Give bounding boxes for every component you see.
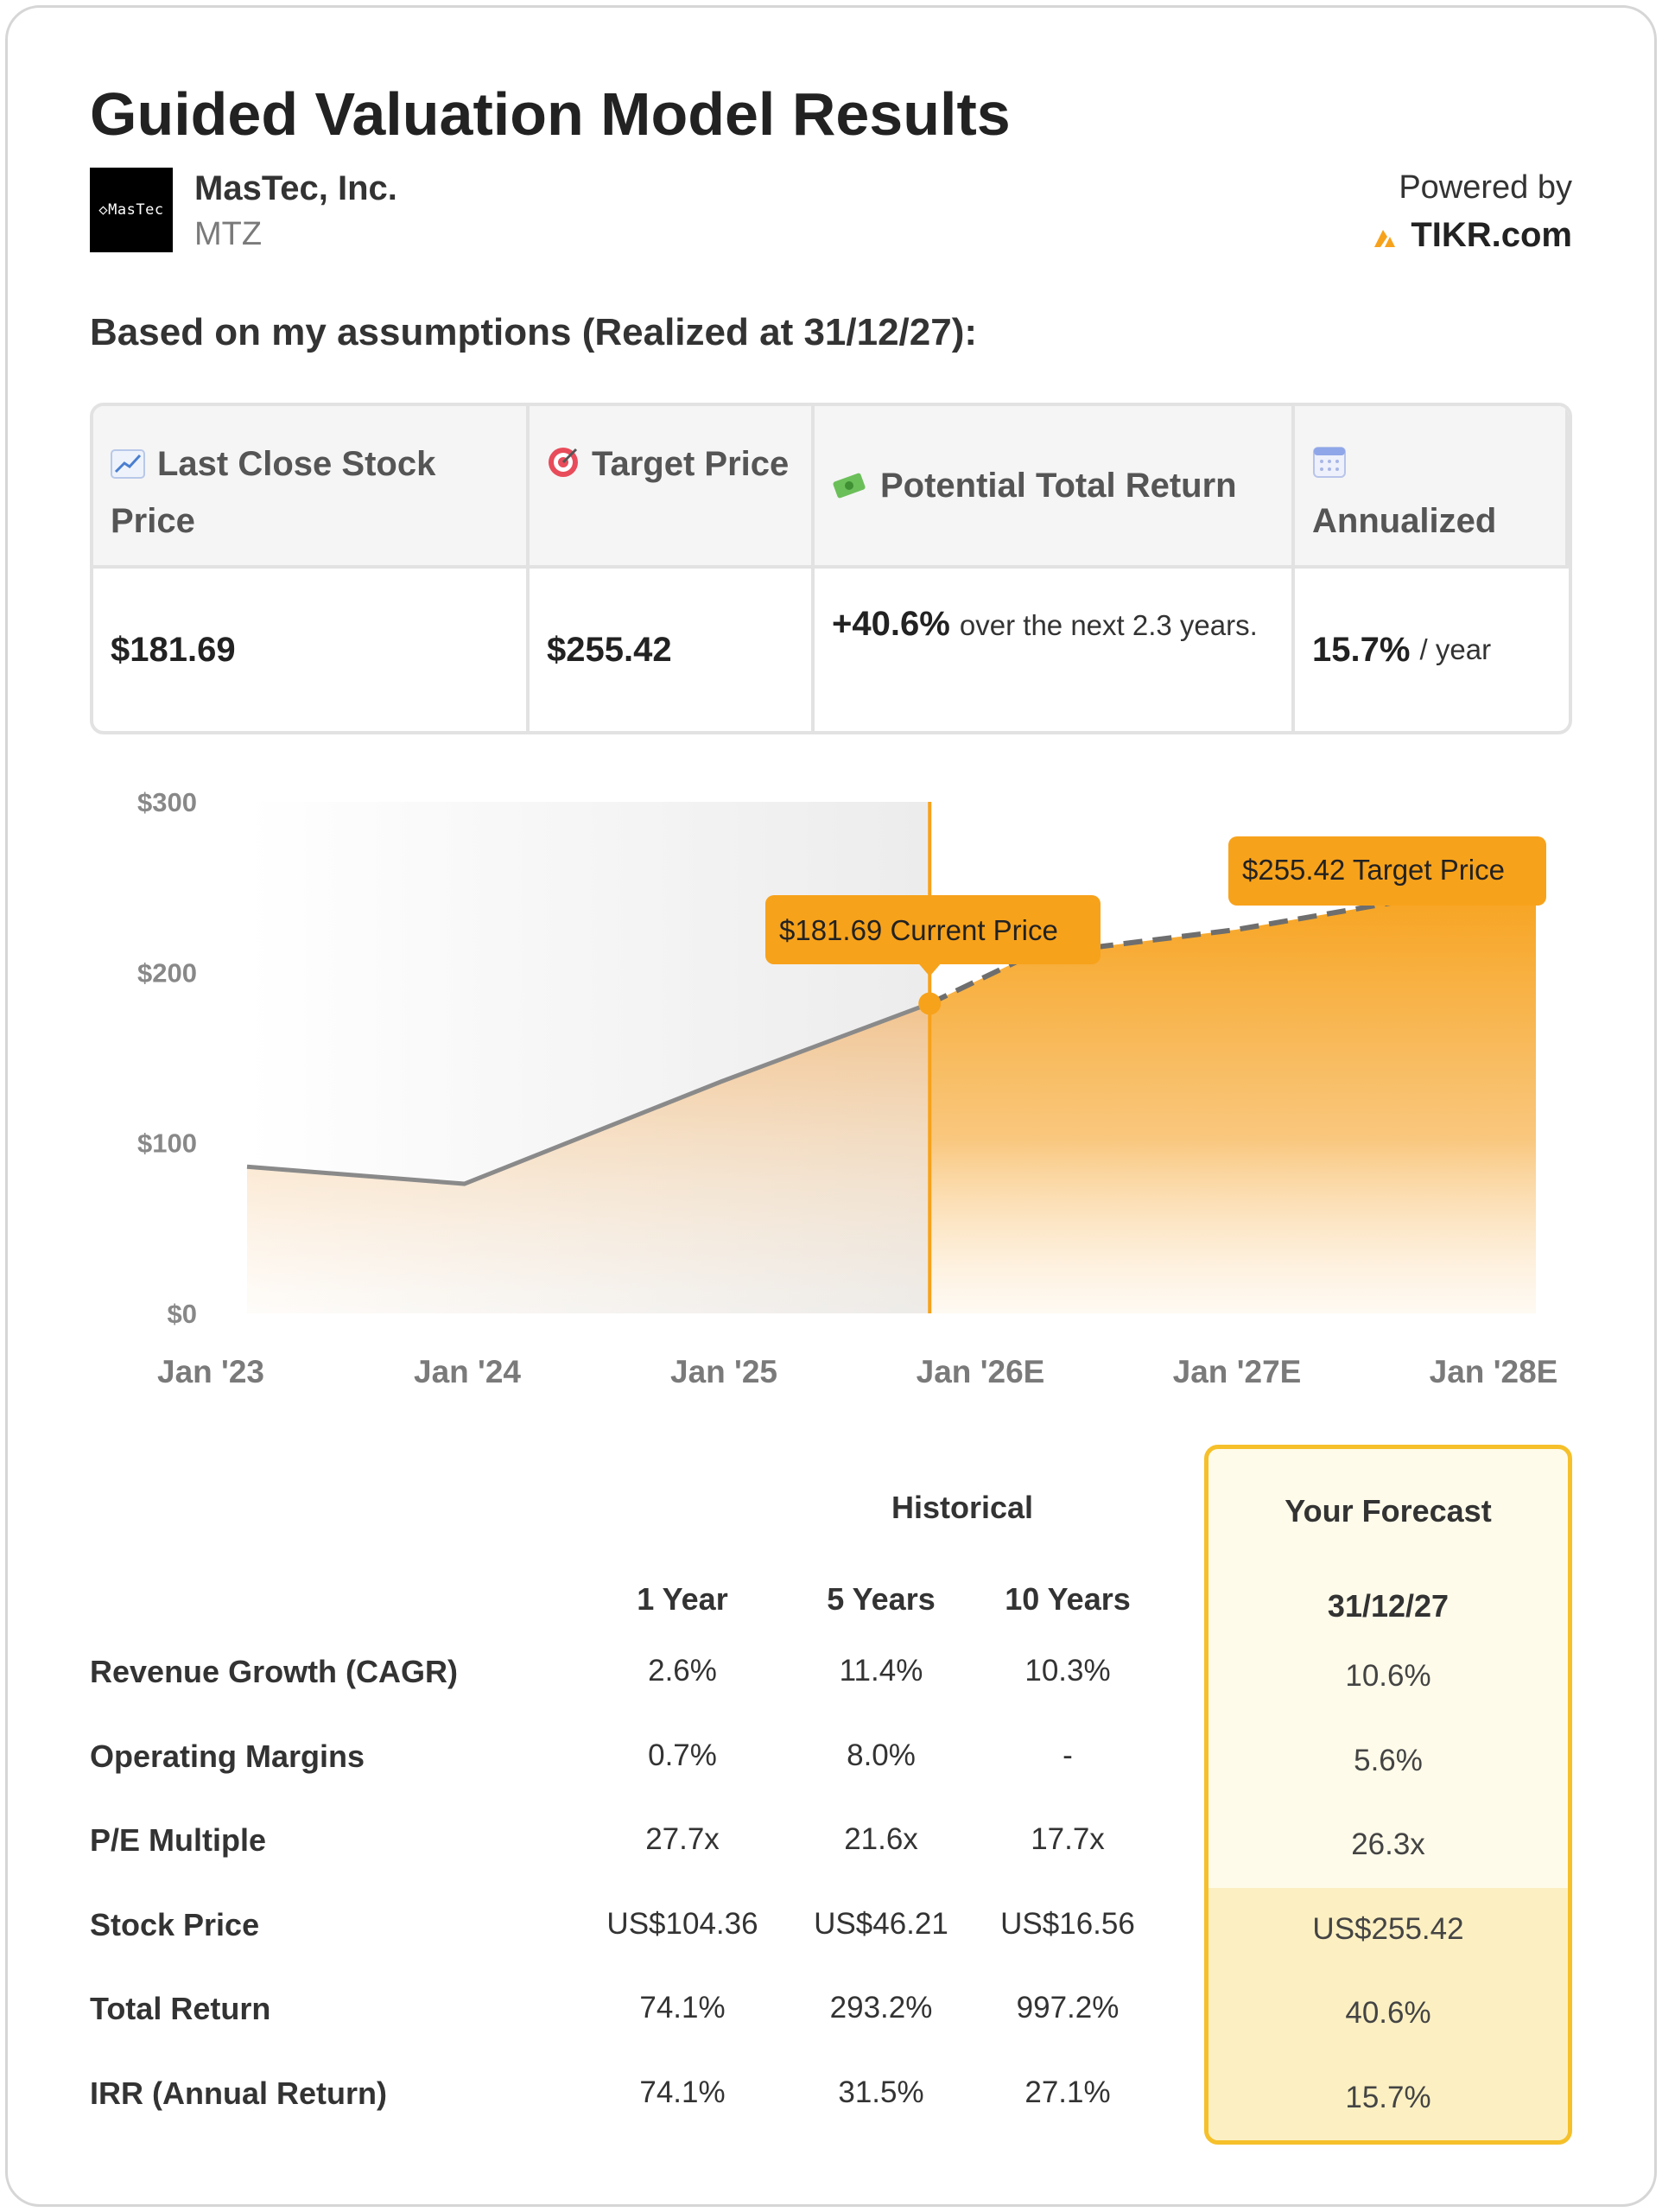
forecast-column <box>1204 1445 1572 2145</box>
forecast-cell: US$255.42 <box>1312 1912 1464 1946</box>
forecast-cell: 26.3x <box>1351 1827 1425 1861</box>
forecast-highlight <box>1208 1888 1568 2140</box>
money-icon <box>833 473 866 499</box>
total-return-note: over the next 2.3 years. <box>959 609 1258 641</box>
assumptions-heading: Based on my assumptions (Realized at 31/… <box>90 311 978 353</box>
target-price-value: $255.42 <box>530 569 815 731</box>
historical-cell: 8.0% <box>847 1738 916 1772</box>
x-tick-label: Jan '27E <box>1173 1354 1302 1389</box>
col-1-year: 1 Year <box>637 1581 728 1617</box>
historical-cell: US$16.56 <box>1000 1907 1135 1941</box>
chart-up-icon <box>111 449 145 479</box>
historical-cell: 27.1% <box>1024 2075 1111 2109</box>
historical-cell: 17.7x <box>1031 1822 1105 1856</box>
row-label: Stock Price <box>90 1907 260 1942</box>
page-title: Guided Valuation Model Results <box>90 80 1011 148</box>
historical-heading: Historical <box>891 1490 1034 1525</box>
total-return-percent: +40.6% <box>832 605 950 643</box>
x-tick-label: Jan '24 <box>414 1354 521 1389</box>
historical-cell: US$46.21 <box>814 1907 948 1941</box>
header-target-price: Target Price <box>530 406 815 569</box>
header-last-close: Last Close Stock Price <box>93 406 530 569</box>
forecast-cell: 15.7% <box>1345 2081 1431 2114</box>
company-name: MasTec, Inc. <box>194 169 397 207</box>
current-price-callout-pointer <box>919 964 941 976</box>
forecast-cell: 5.6% <box>1354 1744 1423 1777</box>
total-return-value: +40.6% over the next 2.3 years. <box>815 569 1295 731</box>
historical-cell: 74.1% <box>639 2075 726 2109</box>
target-icon <box>549 448 578 477</box>
current-price-point <box>918 992 942 1015</box>
x-tick-label: Jan '28E <box>1430 1354 1558 1389</box>
current-price-callout <box>765 895 1101 964</box>
forecast-cell: 40.6% <box>1345 1996 1431 2030</box>
x-tick-label: Jan '26E <box>917 1354 1045 1389</box>
y-tick-label: $0 <box>168 1299 197 1329</box>
historical-cell: 997.2% <box>1016 1991 1120 2024</box>
calendar-icon <box>1313 447 1346 478</box>
historical-line <box>246 1001 931 1186</box>
historical-area <box>247 1003 930 1313</box>
row-label: IRR (Annual Return) <box>90 2075 387 2111</box>
historical-cell: 21.6x <box>844 1822 918 1856</box>
powered-by-label: Powered by <box>1399 169 1572 206</box>
brand-name: TIKR.com <box>1411 216 1572 254</box>
row-label: P/E Multiple <box>90 1822 267 1858</box>
target-price-callout <box>1228 836 1546 906</box>
x-tick-label: Jan '23 <box>157 1354 264 1389</box>
historical-cell: US$104.36 <box>606 1907 758 1941</box>
tikr-brand[interactable]: TIKR.com <box>1373 216 1572 255</box>
target-price-label: $255.42 Target Price <box>1242 854 1505 886</box>
historical-cell: - <box>1063 1738 1073 1772</box>
header-annualized: Annualized <box>1295 406 1569 569</box>
historical-cell: 31.5% <box>838 2075 924 2109</box>
historical-cell: 0.7% <box>648 1738 717 1772</box>
historical-cell: 11.4% <box>839 1654 923 1688</box>
forecast-cell: 10.6% <box>1345 1659 1431 1693</box>
row-label: Operating Margins <box>90 1738 365 1774</box>
forecast-date: 31/12/27 <box>1327 1588 1449 1624</box>
company-logo: ◇MasTec <box>90 168 173 252</box>
header-total-return: Potential Total Return <box>815 406 1295 569</box>
y-tick-label: $200 <box>137 957 197 988</box>
price-chart: $300 $200 $100 $0 Jan '23 Jan '24 Jan '25 Jan '… <box>137 787 1558 1389</box>
ticker-symbol: MTZ <box>194 216 263 252</box>
historical-cell: 2.6% <box>648 1654 717 1688</box>
metrics-table: Historical Your Forecast 1 Year 5 Years … <box>90 1445 1572 2145</box>
historical-cell: 27.7x <box>645 1822 720 1856</box>
col-5-years: 5 Years <box>827 1581 936 1617</box>
annualized-percent: 15.7% <box>1312 630 1411 669</box>
forecast-heading: Your Forecast <box>1285 1493 1492 1529</box>
row-label: Revenue Growth (CAGR) <box>90 1654 459 1689</box>
historical-cell: 10.3% <box>1024 1654 1111 1688</box>
col-10-years: 10 Years <box>1005 1581 1131 1617</box>
last-close-value: $181.69 <box>93 569 530 731</box>
historical-cell: 74.1% <box>639 1991 726 2024</box>
annualized-value: 15.7% / year <box>1295 569 1569 731</box>
current-price-label: $181.69 Current Price <box>779 914 1058 946</box>
tikr-logo-icon <box>1374 229 1396 247</box>
y-tick-label: $300 <box>137 787 197 817</box>
annualized-note: / year <box>1419 633 1492 665</box>
forecast-area <box>929 877 1536 1313</box>
historical-cell: 293.2% <box>829 1991 933 2024</box>
row-label: Total Return <box>90 1991 271 2026</box>
y-tick-label: $100 <box>137 1128 197 1159</box>
summary-table: Last Close Stock Price Target Price Pote… <box>90 403 1572 734</box>
x-tick-label: Jan '25 <box>670 1354 777 1389</box>
